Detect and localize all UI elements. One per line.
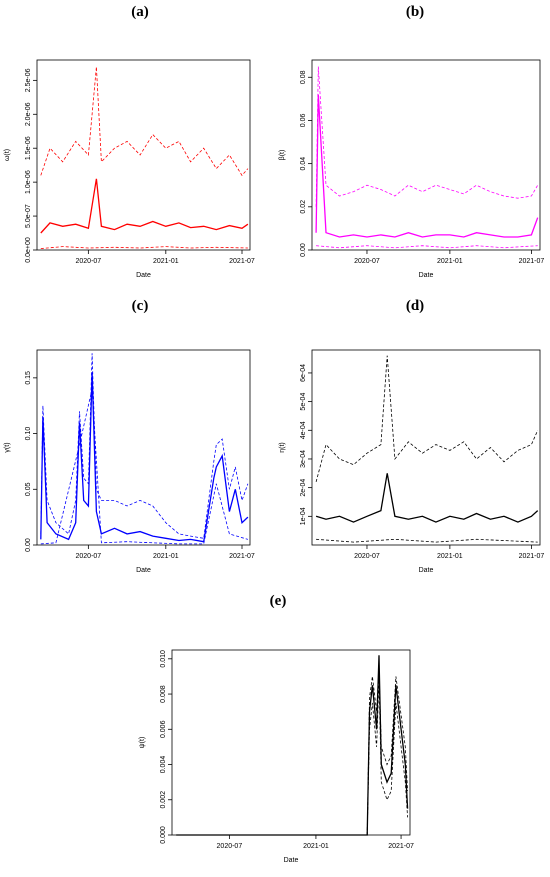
chart-b: 2020-07 2021-01 2021-07 0.00 0.02 0.04 0.06 0.0… — [279, 59, 545, 279]
series-dashed-line-1 — [366, 667, 408, 836]
y-tick-label: 0.02 — [300, 200, 307, 214]
x-axis-label: Date — [284, 857, 299, 864]
x-axis-label: Date — [136, 567, 151, 574]
chart-d: 2020-07 2021-01 2021-07 1e-04 2e-04 3e-04 4e-0… — [279, 349, 545, 574]
x-tick-label: 2020-07 — [354, 553, 380, 560]
series-solid-line-0 — [40, 372, 249, 543]
y-tick-label: 0.004 — [160, 756, 167, 774]
y-axis-label: ω(t) — [4, 149, 11, 161]
plot-frame — [36, 59, 251, 251]
plot-frame — [311, 59, 541, 251]
y-tick-label: 0.006 — [160, 720, 167, 738]
y-tick-label: 0.00 — [300, 243, 307, 257]
x-tick-label: 2021-07 — [519, 258, 545, 265]
y-tick-label: 6e-04 — [300, 364, 307, 382]
y-tick-label: 1.0e-06 — [25, 170, 32, 194]
x-tick-label: 2021-07 — [229, 553, 255, 560]
series-dashed-line-2 — [316, 245, 538, 249]
y-tick-label: 0.010 — [160, 650, 167, 668]
y-tick-label: 0.10 — [25, 427, 32, 441]
x-tick-label: 2021-01 — [153, 553, 179, 560]
series-dashed-line-2 — [316, 538, 538, 543]
y-axis-label: β(t) — [279, 150, 286, 161]
y-tick-label: 2e-04 — [300, 479, 307, 497]
y-tick-label: 0.08 — [300, 70, 307, 84]
y-tick-label: 1.5e-06 — [25, 136, 32, 160]
x-tick-label: 2020-07 — [76, 553, 102, 560]
series-dashed-line-1 — [40, 66, 249, 177]
y-tick-label: 0.002 — [160, 791, 167, 809]
series-solid-line-0 — [315, 94, 539, 238]
series-dashed-line-2 — [40, 388, 249, 545]
series-dashed-line-2 — [366, 679, 408, 836]
x-axis-label: Date — [419, 567, 434, 574]
x-tick-label: 2021-07 — [388, 843, 414, 850]
y-tick-label: 0.008 — [160, 685, 167, 703]
plot-frame — [311, 349, 541, 546]
y-tick-label: 5e-04 — [300, 393, 307, 411]
y-tick-label: 0.15 — [25, 371, 32, 385]
y-tick-label: 0.00 — [25, 538, 32, 552]
y-tick-label: 4e-04 — [300, 421, 307, 439]
panel-label-a: (a) — [131, 4, 149, 20]
x-tick-label: 2020-07 — [354, 258, 380, 265]
x-tick-label: 2020-07 — [76, 258, 102, 265]
panel-label-d: (d) — [405, 298, 425, 314]
x-axis-label: Date — [136, 272, 151, 279]
y-axis-label: γ(t) — [4, 442, 11, 452]
x-tick-label: 2021-01 — [437, 553, 463, 560]
x-tick-label: 2021-01 — [153, 258, 179, 265]
x-tick-label: 2020-07 — [217, 843, 243, 850]
chart-e: 2020-07 2021-01 2021-07 0.000 0.002 0.004 0.00… — [139, 649, 414, 864]
y-tick-label: 2.0e-06 — [25, 102, 32, 126]
plot-frame — [36, 349, 251, 546]
panel-label-c: (c) — [131, 298, 149, 314]
y-tick-label: 0.05 — [25, 482, 32, 496]
series-dashed-line-1 — [315, 355, 539, 483]
series-dashed-line-2 — [40, 246, 248, 249]
panel-label-e: (e) — [269, 593, 287, 609]
x-axis-label: Date — [419, 272, 434, 279]
series-solid-line-0 — [176, 655, 409, 836]
chart-a: 2020-07 2021-01 2021-07 0.0e+00 5.0e-07 1.0e-… — [4, 59, 255, 279]
y-tick-label: 0.06 — [300, 114, 307, 128]
x-tick-label: 2021-01 — [303, 843, 329, 850]
x-tick-label: 2021-07 — [229, 258, 255, 265]
y-tick-label: 2.5e-06 — [25, 68, 32, 92]
y-tick-label: 0.04 — [300, 157, 307, 171]
series-dashed-line-1 — [40, 353, 249, 539]
y-tick-label: 5.0e-07 — [25, 204, 32, 228]
y-tick-label: 0.0e+00 — [25, 237, 32, 263]
plot-frame — [171, 649, 411, 836]
y-axis-label: ψ(t) — [139, 737, 146, 749]
panel-label-b: (b) — [405, 4, 425, 20]
chart-c: 2020-07 2021-01 2021-07 0.00 0.05 0.10 0.15 Dat… — [4, 349, 255, 574]
y-tick-label: 3e-04 — [300, 450, 307, 468]
series-solid-line-0 — [315, 473, 539, 523]
y-axis-label: η(t) — [279, 442, 286, 453]
series-solid-line-0 — [40, 178, 249, 234]
x-tick-label: 2021-07 — [519, 553, 545, 560]
series-dashed-line-1 — [315, 66, 539, 207]
y-tick-label: 1e-04 — [300, 507, 307, 525]
y-tick-label: 0.000 — [160, 826, 167, 844]
x-tick-label: 2021-01 — [437, 258, 463, 265]
